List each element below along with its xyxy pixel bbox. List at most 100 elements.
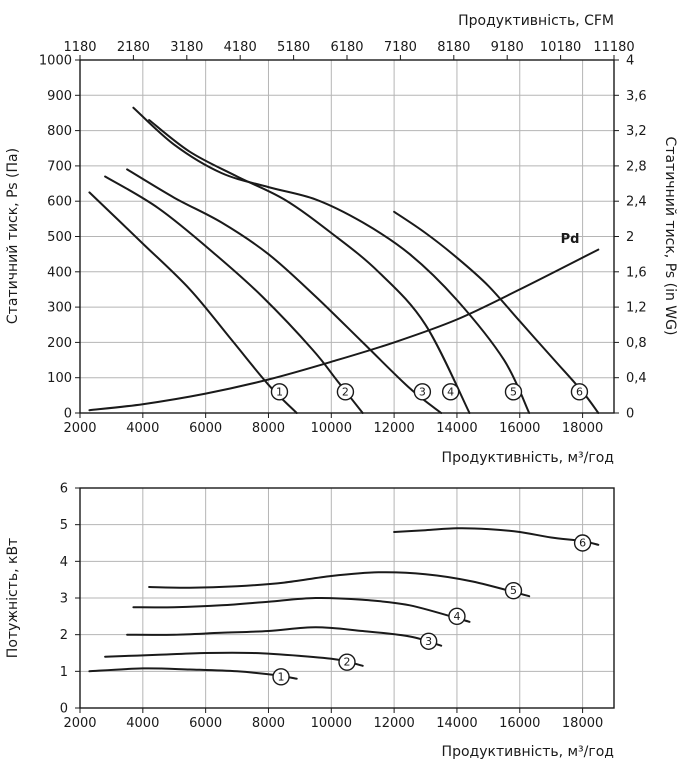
pressure-x-tick-label: 2000: [63, 421, 96, 436]
inwg-tick-label: 0,8: [626, 336, 647, 351]
marker-number: 3: [419, 385, 426, 398]
cfm-axis-label: Продуктивність, CFM: [458, 13, 614, 29]
pressure-curve-marker-3: 3: [413, 383, 432, 401]
marker-number: 1: [278, 670, 285, 683]
marker-circle: [441, 383, 460, 401]
pressure-y-tick-label: 100: [47, 371, 72, 386]
inwg-tick-label: 2: [626, 230, 634, 245]
pressure-y-tick-label: 600: [47, 195, 72, 210]
pressure-curve-2: [104, 175, 364, 414]
cfm-tick-label: 5180: [277, 40, 310, 55]
inwg-tick-label: 0: [626, 407, 634, 422]
cfm-tick-label: 6180: [330, 40, 363, 55]
cfm-tick-label: 4180: [224, 40, 257, 55]
power-y-tick-label: 2: [60, 628, 68, 643]
pressure-y-tick-label: 300: [47, 301, 72, 316]
pressure-x-tick-label: 4000: [126, 421, 159, 436]
pressure-pa-axis-label: Статичний тиск, Ps (Па): [5, 148, 21, 324]
marker-number: 2: [344, 656, 351, 669]
pressure-y-tick-label: 200: [47, 336, 72, 351]
pressure-y-tick-label: 800: [47, 124, 72, 139]
power-y-tick-label: 6: [60, 482, 68, 497]
power-x-tick-label: 8000: [252, 716, 285, 731]
marker-circle: [419, 632, 438, 650]
power-curve-5: [148, 571, 531, 598]
power-y-tick-label: 4: [60, 555, 68, 570]
pressure-y-tick-label: 1000: [39, 54, 72, 69]
top-flow-axis-label: Продуктивність, м³/год: [442, 450, 614, 466]
marker-number: 2: [342, 385, 349, 398]
marker-circle: [570, 383, 589, 401]
power-curve-marker-6: 6: [573, 534, 592, 552]
pressure-x-tick-label: 10000: [311, 421, 352, 436]
cfm-tick-label: 9180: [491, 40, 524, 55]
power-x-tick-label: 4000: [126, 716, 159, 731]
marker-circle: [413, 383, 432, 401]
power-x-tick-label: 6000: [189, 716, 222, 731]
pressure-curve-marker-2: 2: [336, 383, 355, 401]
power-chart: 2000 4000 6000 8000 10000 12000 14000 16000 1800…: [5, 482, 615, 760]
power-curve-marker-1: 1: [272, 668, 290, 686]
marker-circle: [270, 383, 289, 401]
cfm-tick-label: 3180: [170, 40, 203, 55]
power-y-tick-label: 0: [60, 702, 68, 717]
power-curve-3: [126, 626, 443, 647]
inwg-tick-label: 3,6: [626, 89, 647, 104]
power-curve-marker-4: 4: [448, 607, 466, 626]
pressure-curve-1: [88, 191, 298, 414]
pressure-curve-5: [132, 106, 531, 414]
marker-number: 5: [510, 584, 517, 597]
power-x-tick-label: 16000: [499, 716, 540, 731]
pressure-x-tick-label: 14000: [436, 421, 477, 436]
power-x-tick-label: 2000: [63, 716, 96, 731]
pressure-y-tick-label: 400: [47, 265, 72, 280]
marker-circle: [448, 607, 466, 626]
power-x-tick-label: 14000: [436, 716, 477, 731]
pressure-x-tick-label: 8000: [252, 421, 285, 436]
pressure-y-tick-label: 900: [47, 89, 72, 104]
marker-number: 1: [276, 385, 283, 398]
power-axis-label: Потужність, кВт: [5, 538, 21, 658]
cfm-tick-label: 2180: [117, 40, 150, 55]
pressure-y-tick-label: 0: [64, 407, 72, 422]
power-curve-6: [393, 527, 600, 546]
power-curve-2: [104, 651, 364, 667]
marker-number: 6: [579, 537, 586, 550]
pressure-inwg-axis-label: Статичний тиск, Ps (in WG): [662, 137, 678, 336]
power-y-tick-label: 1: [60, 665, 68, 680]
marker-circle: [338, 653, 356, 671]
bottom-flow-axis-label: Продуктивність, м³/год: [442, 744, 614, 760]
power-curve-marker-5: 5: [504, 581, 523, 600]
power-curve-1: [88, 667, 298, 680]
pressure-y-tick-label: 700: [47, 159, 72, 174]
pressure-curve-marker-5: 5: [504, 383, 523, 401]
marker-number: 4: [447, 385, 454, 398]
cfm-tick-label: 8180: [437, 40, 470, 55]
pressure-curve-marker-1: 1: [270, 383, 289, 401]
cfm-tick-label: 7180: [384, 40, 417, 55]
pressure-curve-marker-6: 6: [570, 383, 589, 401]
inwg-tick-label: 2,8: [626, 159, 647, 174]
pressure-y-tick-label: 500: [47, 230, 72, 245]
marker-number: 3: [425, 635, 432, 648]
power-y-tick-label: 3: [60, 592, 68, 607]
power-curve-4: [132, 596, 471, 623]
power-curve-marker-3: 3: [419, 632, 438, 650]
marker-circle: [504, 383, 523, 401]
pressure-curve-4: [148, 119, 471, 414]
cfm-tick-label: 10180: [540, 40, 581, 55]
inwg-tick-label: 2,4: [626, 195, 647, 210]
marker-circle: [573, 534, 592, 552]
pd-curve: [88, 248, 600, 412]
marker-circle: [272, 668, 290, 686]
inwg-tick-label: 0,4: [626, 371, 647, 386]
inwg-tick-label: 1,6: [626, 265, 647, 280]
power-y-tick-label: 5: [60, 518, 68, 533]
pressure-curve-3: [126, 168, 443, 414]
marker-circle: [504, 581, 523, 600]
pressure-x-tick-label: 16000: [499, 421, 540, 436]
pressure-x-tick-label: 12000: [373, 421, 414, 436]
cfm-tick-label: 11180: [593, 40, 634, 55]
pressure-x-tick-label: 18000: [562, 421, 603, 436]
